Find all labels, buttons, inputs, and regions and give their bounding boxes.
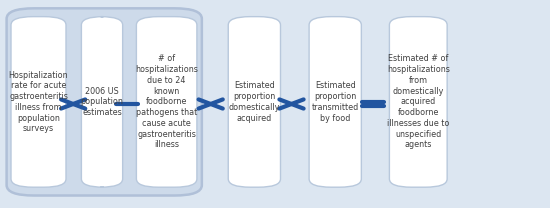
Text: Estimated
proportion
domestically
acquired: Estimated proportion domestically acquir… [229,81,280,123]
FancyBboxPatch shape [309,17,361,187]
FancyBboxPatch shape [136,17,197,187]
FancyBboxPatch shape [11,17,66,187]
Text: Estimated # of
hospitalizations
from
domestically
acquired
foodborne
illnesses d: Estimated # of hospitalizations from dom… [387,54,450,149]
FancyBboxPatch shape [389,17,447,187]
Text: Hospitalization
rate for acute
gastroenteritis
illness from
population
surveys: Hospitalization rate for acute gastroent… [9,71,68,133]
Text: # of
hospitalizations
due to 24
known
foodborne
pathogens that
cause acute
gastr: # of hospitalizations due to 24 known fo… [135,54,198,149]
Text: 2006 US
population
estimates: 2006 US population estimates [81,87,123,117]
FancyBboxPatch shape [81,17,123,187]
FancyBboxPatch shape [7,8,202,196]
FancyBboxPatch shape [228,17,280,187]
Text: Estimated
proportion
transmitted
by food: Estimated proportion transmitted by food [312,81,359,123]
